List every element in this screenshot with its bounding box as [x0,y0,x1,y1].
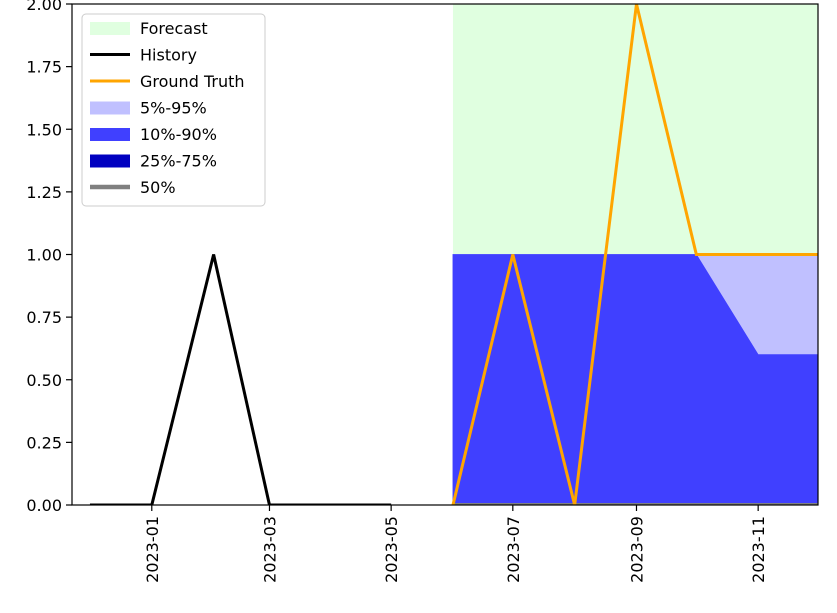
y-tick-label: 0.75 [26,308,62,327]
y-tick-label: 2.00 [26,0,62,14]
y-tick-label: 1.00 [26,246,62,265]
legend: Forecast History Ground Truth 5%-95% 10%-90%… [81,13,266,207]
x-axis: 2023-01 2023-03 2023-05 2023-07 2023-09 2023-… [143,505,768,583]
legend-label-50: 50% [140,178,176,197]
plot-area [89,4,818,505]
x-tick-label: 2023-11 [749,516,768,583]
x-tick-label: 2023-07 [504,516,523,583]
legend-label-history: History [140,46,197,65]
legend-swatch-forecast [90,22,130,35]
legend-label-forecast: Forecast [140,19,208,38]
y-tick-label: 1.75 [26,58,62,77]
y-tick-label: 1.25 [26,183,62,202]
legend-label-5-95: 5%-95% [140,99,207,118]
y-tick-label: 1.50 [26,120,62,139]
x-tick-label: 2023-09 [627,516,646,583]
y-tick-label: 0.25 [26,433,62,452]
legend-swatch-10-90 [90,128,130,141]
x-tick-label: 2023-05 [382,516,401,583]
band-10-90 [452,254,818,505]
legend-label-25-75: 25%-75% [140,152,217,171]
legend-label-ground-truth: Ground Truth [140,72,245,91]
y-tick-label: 0.00 [26,496,62,515]
series-line-ground-truth [451,4,818,505]
legend-swatch-25-75 [90,154,130,168]
x-tick-label: 2023-03 [260,516,279,583]
series-line-history [89,254,392,505]
x-tick-label: 2023-01 [143,516,162,583]
legend-label-10-90: 10%-90% [140,125,217,144]
legend-swatch-5-95 [90,101,130,115]
y-tick-label: 0.50 [26,371,62,390]
y-axis: 0.00 0.25 0.50 0.75 1.00 1.25 1.50 1.75 2.00 [26,0,72,515]
